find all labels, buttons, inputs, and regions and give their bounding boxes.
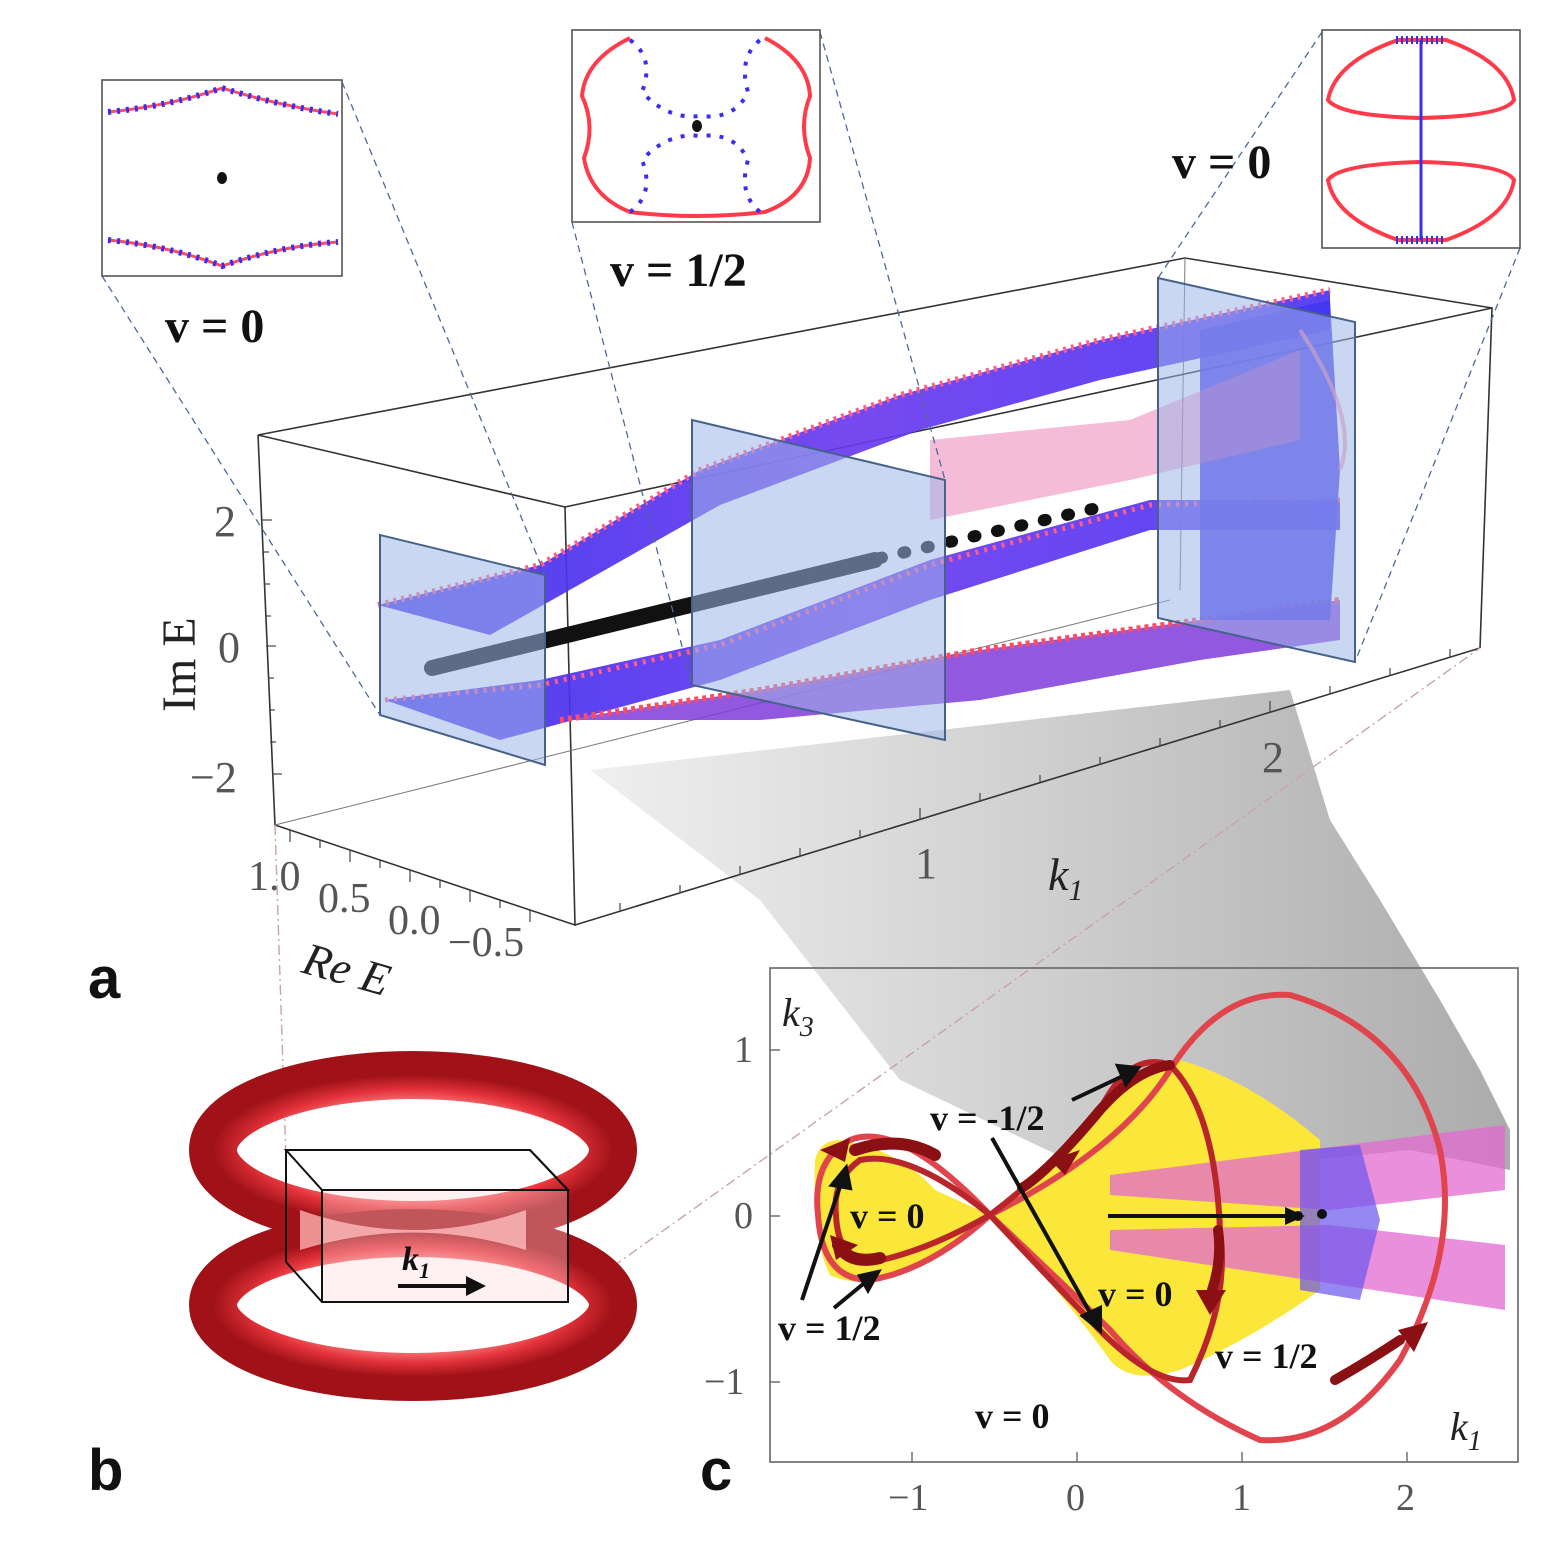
panel-label-b: b xyxy=(88,1438,123,1503)
region-label: v = 0 xyxy=(850,1196,925,1236)
k3-tick: −1 xyxy=(704,1361,744,1403)
re-tick: −0.5 xyxy=(448,920,524,966)
re-tick: 1.0 xyxy=(248,854,301,900)
im-tick: −2 xyxy=(190,753,237,802)
k3-tick: 1 xyxy=(734,1029,753,1071)
k-tick: 2 xyxy=(1262,733,1284,782)
panel-b: k1 xyxy=(189,647,1481,1401)
k1-tick-c: 1 xyxy=(1232,1477,1251,1519)
region-label: v = 0 xyxy=(975,1396,1050,1436)
region-label: v = -1/2 xyxy=(930,1098,1045,1138)
projection-shade xyxy=(590,690,1510,1180)
im-axis-ticks xyxy=(262,519,282,775)
inset-right: v = 0 xyxy=(1172,29,1521,249)
connector-b xyxy=(274,824,287,1161)
annotation-arrows xyxy=(800,1063,1142,1335)
re-tick: 0.5 xyxy=(318,876,371,922)
k1-tick-c: −1 xyxy=(888,1477,928,1519)
k1-tick-c: 0 xyxy=(1066,1477,1085,1519)
im-tick: 0 xyxy=(218,623,240,672)
panel-label-a: a xyxy=(88,946,121,1011)
inset-middle: v = 1/2 xyxy=(571,29,821,297)
plot-frame xyxy=(769,967,1519,1463)
slice-plane-middle xyxy=(691,418,946,742)
region-label: v = 1/2 xyxy=(778,1308,881,1348)
k3-tick: 0 xyxy=(734,1195,753,1237)
region-label: v = 0 xyxy=(1098,1274,1173,1314)
k-axis-label: k1 xyxy=(1048,849,1083,907)
inset-middle-label: v = 1/2 xyxy=(610,244,747,297)
region-label: v = 1/2 xyxy=(1215,1336,1318,1376)
connector-b-right xyxy=(579,647,1481,1291)
inset-connectors xyxy=(101,31,1521,716)
loop-arrowheads xyxy=(820,1138,1428,1352)
k1-tick-c: 2 xyxy=(1396,1477,1415,1519)
re-tick: 0.0 xyxy=(388,898,441,944)
k-tick: 1 xyxy=(915,839,937,888)
k3-axis-label: k3 xyxy=(782,990,814,1043)
im-tick: 2 xyxy=(214,497,236,546)
panel-c: k3 k1 1 0 −1 −1 0 1 2 v = 0 v = -1/2 v =… xyxy=(704,967,1519,1519)
k1-axis-label-c: k1 xyxy=(1450,1404,1482,1457)
re-axis-label: Re E xyxy=(296,932,396,1006)
slice-planes xyxy=(379,276,1356,767)
k1-arrow-label: k1 xyxy=(402,1241,430,1283)
k-axis-ticks xyxy=(619,649,1451,911)
panel-label-c: c xyxy=(700,1438,732,1503)
re-axis-ticks xyxy=(289,830,531,922)
spectral-band-c xyxy=(1110,1125,1505,1310)
panel-a: Im E Re E k1 2 0 −2 1.0 0.5 0.0 −0.5 1 2 xyxy=(101,31,1521,1006)
torus-lower xyxy=(189,1209,637,1401)
inset-left-label: v = 0 xyxy=(165,300,264,353)
slice-plane-left xyxy=(379,533,546,767)
im-axis-label: Im E xyxy=(153,617,206,712)
slice-plane-right xyxy=(1157,276,1356,664)
inset-left: v = 0 xyxy=(101,79,343,353)
box-back xyxy=(257,257,1493,649)
inset-right-label: v = 0 xyxy=(1172,136,1271,189)
